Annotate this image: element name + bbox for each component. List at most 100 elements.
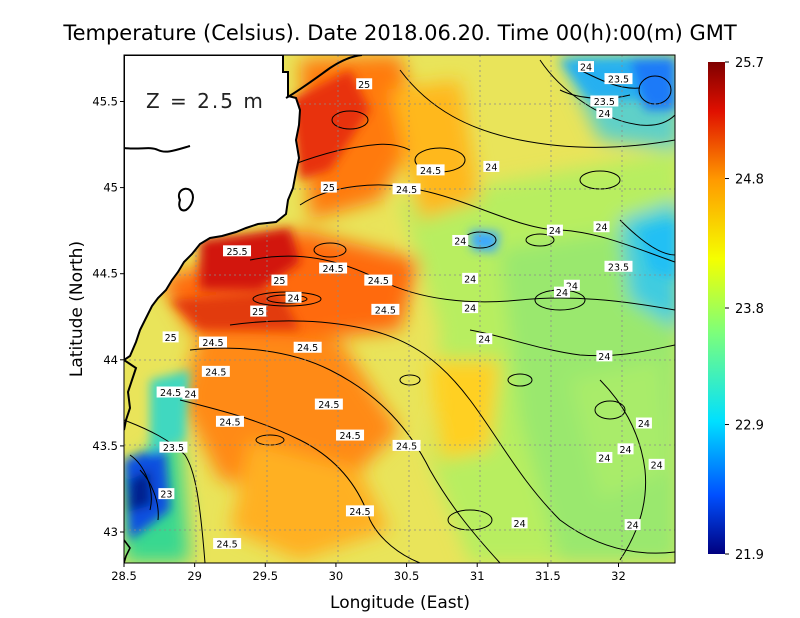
contour-label-box [156, 386, 185, 398]
contour-label: 24 [651, 460, 663, 471]
contour-label-box [320, 181, 337, 193]
contour-label-box [596, 451, 613, 463]
colorbar-tick-label: 21.9 [735, 548, 764, 563]
y-tick-label: 44 [103, 353, 118, 367]
contour-label-box [199, 336, 228, 348]
contour-label-box [563, 279, 580, 291]
contour-label: 25 [252, 307, 264, 318]
colorbar-ticks: 25.7 24.8 23.8 22.9 21.9 [725, 56, 764, 563]
contour-label-box [624, 519, 641, 531]
contour-label: 24 [454, 236, 466, 247]
contour-label: 24.5 [396, 441, 417, 452]
contour-label: 24.5 [339, 431, 360, 442]
contour-label-box [285, 291, 302, 303]
contour-label-box [158, 488, 175, 500]
y-tick-label: 45 [103, 181, 118, 195]
contour-label: 24 [184, 390, 196, 401]
contour-label: 24.5 [219, 417, 240, 428]
y-tick-label: 43.5 [92, 439, 118, 453]
contour-label-box [345, 505, 374, 517]
contour-label: 24 [287, 293, 299, 304]
contour-label: 25 [273, 276, 285, 287]
y-axis: 43 43.5 44 44.5 45 45.5 [92, 94, 124, 539]
colorbar-tick-label: 25.7 [735, 56, 764, 71]
contour-label: 24 [549, 226, 561, 237]
contour-label: 24.5 [217, 540, 238, 551]
contour-label: 25 [165, 333, 177, 344]
contour-label-box [314, 398, 343, 410]
x-tick-label: 30.5 [394, 569, 420, 583]
contour-label-box [293, 341, 322, 353]
contour-label-box [546, 224, 563, 236]
contour-label-box [392, 439, 421, 451]
contour-label-box [511, 517, 528, 529]
contour-label: 24 [464, 304, 476, 315]
contour-label-box [371, 303, 400, 315]
contour-label: 24 [566, 281, 578, 292]
contour-label: 23.5 [594, 97, 615, 108]
contour-label-box [604, 260, 633, 272]
contour-label: 24 [627, 521, 639, 532]
depth-annotation: Z = 2.5 m [146, 89, 265, 113]
contour-label-box [392, 183, 421, 195]
contour-label: 25 [323, 183, 335, 194]
contour-label: 24 [598, 109, 610, 120]
contour-label-box [215, 415, 244, 427]
contour-label-box [271, 274, 288, 286]
contour-label-box [462, 302, 479, 314]
contour-label-box [213, 538, 242, 550]
x-axis-title: Longitude (East) [330, 593, 470, 613]
colorbar-tick-label: 24.8 [735, 173, 764, 188]
x-tick-label: 31.5 [535, 569, 561, 583]
land-mass [124, 55, 302, 362]
contour-label-box [162, 331, 179, 343]
contour-label: 24.5 [202, 338, 223, 349]
contour-label: 25 [358, 80, 370, 91]
contour-label-box [223, 245, 252, 257]
x-axis: 28.5 29 29.5 30 30.5 31 31.5 32 [111, 563, 626, 583]
contour-label: 24 [598, 352, 610, 363]
coast-line-south [124, 359, 138, 431]
contour-label: 24 [580, 63, 592, 74]
contour-label: 24.5 [160, 388, 181, 399]
coast-line-far-south [124, 539, 131, 563]
contour-label: 24.5 [323, 264, 344, 275]
contour-label: 24 [638, 419, 650, 430]
contour-label-box [356, 78, 373, 90]
contour-label-box [452, 234, 469, 246]
contour-label-box [159, 441, 188, 453]
contour-label: 23.5 [163, 443, 184, 454]
contour-label-box [648, 458, 665, 470]
x-tick-label: 30 [329, 569, 344, 583]
colorbar-tick-label: 22.9 [735, 419, 764, 434]
contour-label: 24.5 [368, 276, 389, 287]
colorbar-tick-label: 23.8 [735, 302, 764, 317]
contour-label-box [604, 73, 633, 85]
contour-label: 24.5 [420, 166, 441, 177]
contour-label: 23.5 [608, 262, 629, 273]
contour-label: 24.5 [205, 367, 226, 378]
contour-label: 24 [598, 453, 610, 464]
x-tick-label: 28.5 [111, 569, 137, 583]
contour-label-box [416, 164, 445, 176]
contour-label-box [319, 262, 348, 274]
contour-label-box [635, 417, 652, 429]
contour-label: 24.5 [297, 343, 318, 354]
contour-label-box [553, 286, 570, 298]
contour-label: 24.5 [318, 400, 339, 411]
colorbar-scale [708, 62, 725, 554]
contour-label-box [590, 95, 619, 107]
contour-label: 24.5 [349, 507, 370, 518]
contour-label: 24 [485, 162, 497, 173]
coast-line-north [285, 55, 363, 99]
contour-label: 23.5 [608, 75, 629, 86]
contour-label: 24 [464, 274, 476, 285]
river-line [124, 145, 191, 153]
contour-label: 24 [620, 445, 632, 456]
contour-label: 24.5 [375, 305, 396, 316]
contour-label-box [462, 272, 479, 284]
y-tick-label: 43 [103, 525, 118, 539]
contour-label: 24 [595, 223, 607, 234]
